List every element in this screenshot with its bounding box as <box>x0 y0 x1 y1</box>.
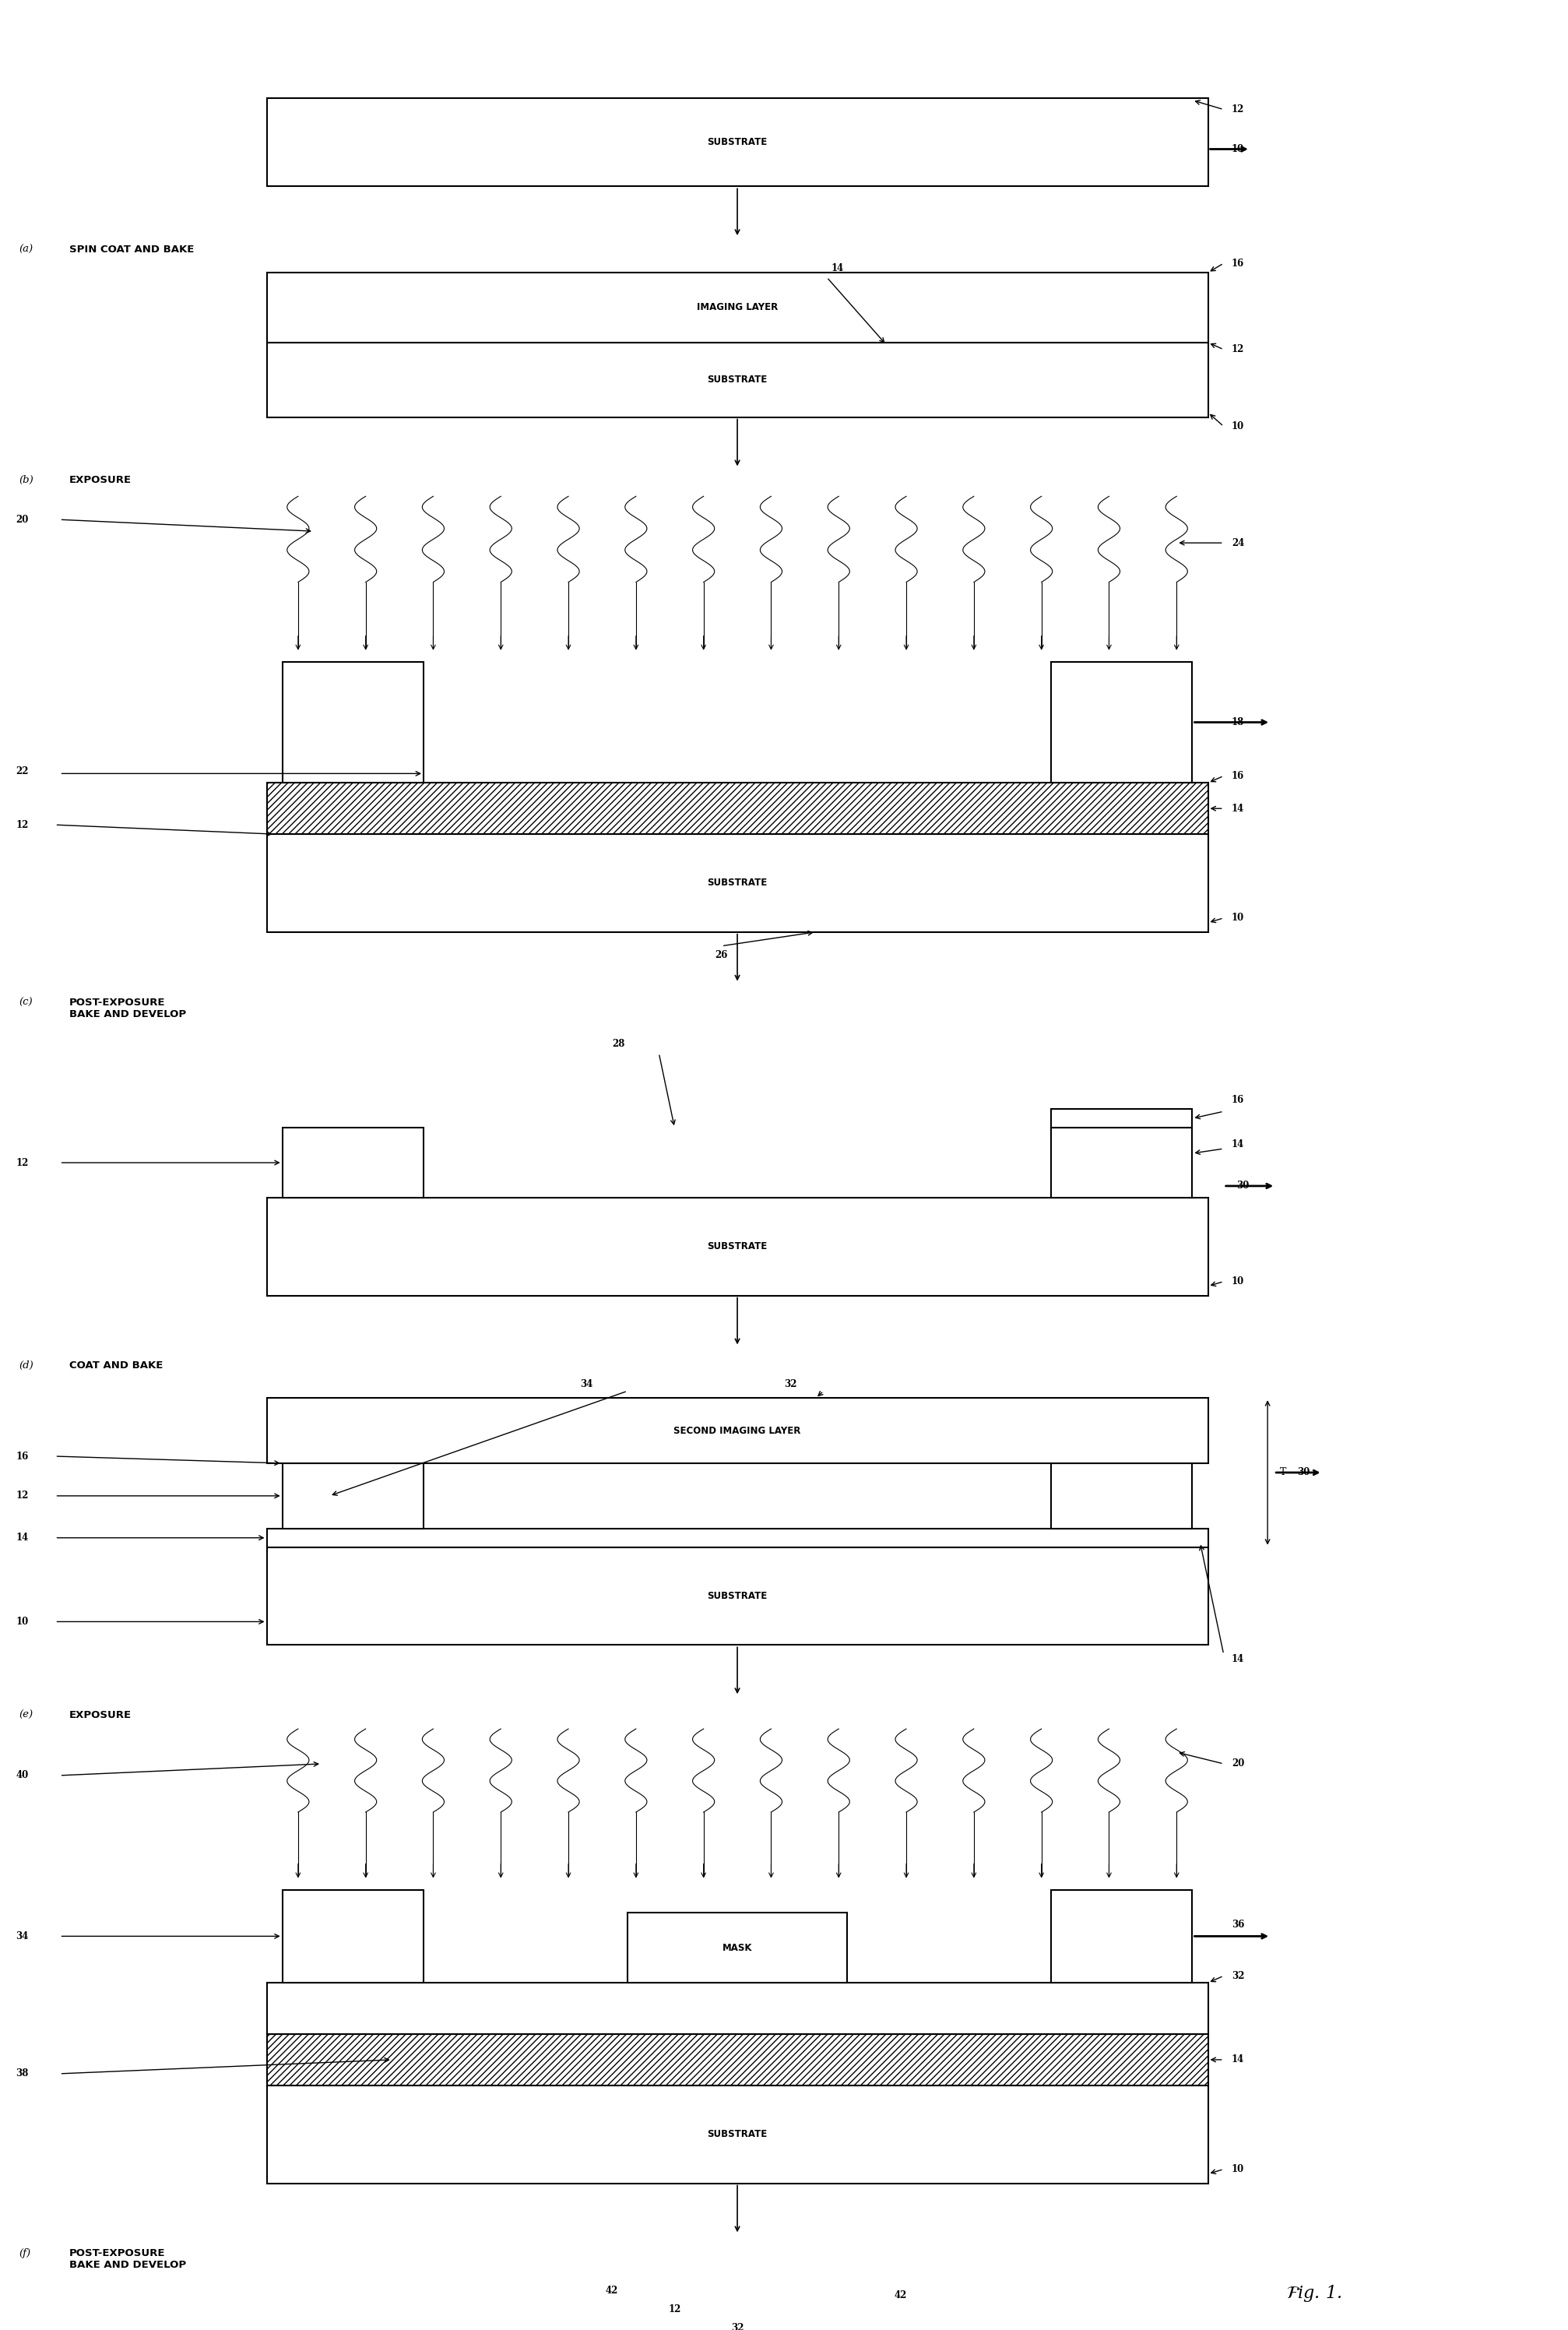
Text: $\mathcal{F}$ig. 1.: $\mathcal{F}$ig. 1. <box>1286 2283 1341 2304</box>
Text: SUBSTRATE: SUBSTRATE <box>707 375 767 384</box>
Text: SECOND IMAGING LAYER: SECOND IMAGING LAYER <box>673 1426 801 1435</box>
Text: MASK: MASK <box>721 1943 753 1953</box>
Bar <box>267 1398 1207 1463</box>
Text: 30: 30 <box>1236 1181 1248 1191</box>
Text: 12: 12 <box>668 2304 681 2314</box>
Bar <box>627 1913 847 1983</box>
Text: SUBSTRATE: SUBSTRATE <box>707 1591 767 1601</box>
Bar <box>1051 1128 1192 1198</box>
Text: SUBSTRATE: SUBSTRATE <box>707 137 767 147</box>
Text: 42: 42 <box>605 2286 618 2295</box>
Text: 14: 14 <box>16 1533 28 1542</box>
Text: 20: 20 <box>1231 1759 1243 1768</box>
Bar <box>282 1128 423 1198</box>
Text: 10: 10 <box>1231 144 1243 154</box>
Text: 28: 28 <box>612 1039 624 1048</box>
Text: IMAGING LAYER: IMAGING LAYER <box>696 303 778 312</box>
Bar <box>282 1463 423 1528</box>
Text: 12: 12 <box>1231 105 1243 114</box>
Text: 16: 16 <box>16 1452 28 1461</box>
Text: SUBSTRATE: SUBSTRATE <box>707 2130 767 2139</box>
Text: EXPOSURE: EXPOSURE <box>69 1710 132 1720</box>
Text: 26: 26 <box>715 951 728 960</box>
Text: SPIN COAT AND BAKE: SPIN COAT AND BAKE <box>69 245 194 254</box>
Text: (b): (b) <box>19 475 33 485</box>
Bar <box>1051 662 1192 783</box>
Text: 16: 16 <box>1231 259 1243 268</box>
Text: POST-EXPOSURE
BAKE AND DEVELOP: POST-EXPOSURE BAKE AND DEVELOP <box>69 2248 187 2269</box>
Text: 10: 10 <box>1231 2165 1243 2174</box>
Text: 20: 20 <box>16 515 28 524</box>
Text: 34: 34 <box>16 1932 28 1941</box>
Bar <box>267 98 1207 186</box>
Text: (a): (a) <box>19 245 33 254</box>
Bar <box>267 273 1207 343</box>
Text: 22: 22 <box>16 767 28 776</box>
Text: 42: 42 <box>894 2290 906 2300</box>
Bar <box>267 2085 1207 2183</box>
Bar <box>1051 1890 1192 1983</box>
Text: SUBSTRATE: SUBSTRATE <box>707 878 767 888</box>
Text: T: T <box>1279 1468 1286 1477</box>
Text: 32: 32 <box>784 1379 797 1389</box>
Text: (c): (c) <box>19 997 33 1007</box>
Text: EXPOSURE: EXPOSURE <box>69 475 132 485</box>
Bar <box>267 1528 1207 1547</box>
Text: 32: 32 <box>731 2323 743 2330</box>
Text: 38: 38 <box>16 2069 28 2078</box>
Bar <box>267 1547 1207 1645</box>
Text: 36: 36 <box>1231 1920 1243 1929</box>
Text: 10: 10 <box>1231 422 1243 431</box>
Bar <box>267 783 1207 834</box>
Text: 10: 10 <box>1231 913 1243 923</box>
Text: 32: 32 <box>1231 1971 1243 1980</box>
Bar <box>267 1198 1207 1295</box>
Text: POST-EXPOSURE
BAKE AND DEVELOP: POST-EXPOSURE BAKE AND DEVELOP <box>69 997 187 1018</box>
Bar <box>282 662 423 783</box>
Text: 16: 16 <box>1231 771 1243 781</box>
Text: (f): (f) <box>19 2248 31 2258</box>
Text: 14: 14 <box>831 263 844 273</box>
Bar <box>1051 1109 1192 1128</box>
Text: 24: 24 <box>1231 538 1243 548</box>
Text: 30: 30 <box>1297 1468 1309 1477</box>
Bar <box>267 1983 1207 2034</box>
Bar <box>267 2034 1207 2085</box>
Bar <box>267 834 1207 932</box>
Text: 14: 14 <box>1231 1654 1243 1664</box>
Text: 12: 12 <box>1231 345 1243 354</box>
Text: 40: 40 <box>16 1771 28 1780</box>
Text: 16: 16 <box>1231 1095 1243 1104</box>
Text: 14: 14 <box>1231 2055 1243 2064</box>
Text: 12: 12 <box>16 1158 28 1167</box>
Text: 14: 14 <box>1231 1139 1243 1149</box>
Text: 12: 12 <box>16 1491 28 1501</box>
Text: COAT AND BAKE: COAT AND BAKE <box>69 1361 163 1370</box>
Text: 18: 18 <box>1231 718 1243 727</box>
Text: 34: 34 <box>580 1379 593 1389</box>
Text: (e): (e) <box>19 1710 33 1720</box>
Bar <box>267 343 1207 417</box>
Text: 12: 12 <box>16 820 28 829</box>
Text: (d): (d) <box>19 1361 33 1370</box>
Text: 10: 10 <box>16 1617 28 1626</box>
Bar <box>282 1890 423 1983</box>
Text: SUBSTRATE: SUBSTRATE <box>707 1242 767 1251</box>
Text: 10: 10 <box>1231 1277 1243 1286</box>
Bar <box>1051 1463 1192 1528</box>
Text: 14: 14 <box>1231 804 1243 813</box>
